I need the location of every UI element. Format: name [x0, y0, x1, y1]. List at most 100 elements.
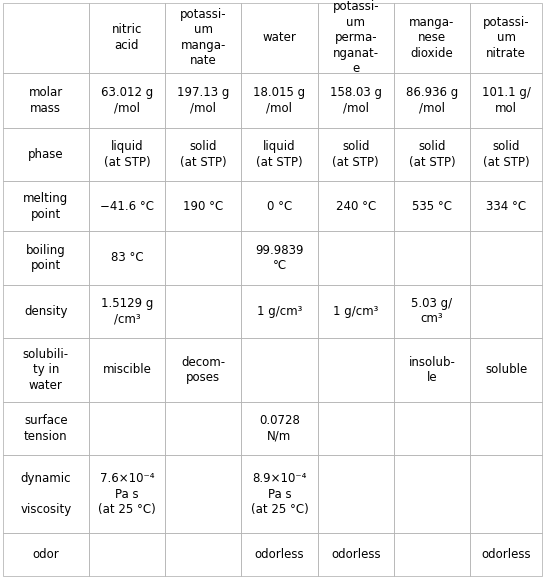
Bar — [89, 181, 165, 231]
Bar — [394, 533, 470, 576]
Bar — [89, 402, 165, 455]
Bar — [165, 533, 241, 576]
Text: potassi-
um
manga-
nate: potassi- um manga- nate — [180, 8, 227, 68]
Bar — [394, 3, 470, 72]
Text: surface
tension: surface tension — [24, 415, 68, 443]
Bar — [165, 402, 241, 455]
Text: liquid
(at STP): liquid (at STP) — [256, 141, 303, 169]
Text: boiling
point: boiling point — [26, 244, 65, 272]
Text: 240 °C: 240 °C — [336, 200, 376, 213]
Bar — [89, 455, 165, 533]
Bar — [394, 231, 470, 284]
Text: 1 g/cm³: 1 g/cm³ — [257, 305, 302, 318]
Text: 1.5129 g
/cm³: 1.5129 g /cm³ — [101, 297, 153, 325]
Bar — [89, 338, 165, 402]
Bar — [394, 402, 470, 455]
Bar — [394, 181, 470, 231]
Text: 5.03 g/
cm³: 5.03 g/ cm³ — [411, 297, 452, 325]
Text: odorless: odorless — [255, 548, 304, 561]
Bar — [3, 231, 89, 284]
Bar — [241, 402, 318, 455]
Text: 0.0728
N/m: 0.0728 N/m — [259, 415, 300, 443]
Text: 101.1 g/
mol: 101.1 g/ mol — [482, 86, 531, 115]
Text: −41.6 °C: −41.6 °C — [100, 200, 154, 213]
Text: nitric
acid: nitric acid — [112, 24, 142, 52]
Bar — [89, 128, 165, 181]
Bar — [394, 338, 470, 402]
Bar — [318, 3, 394, 72]
Bar — [3, 284, 89, 338]
Text: odor: odor — [32, 548, 59, 561]
Text: odorless: odorless — [481, 548, 531, 561]
Bar — [318, 181, 394, 231]
Bar — [89, 72, 165, 128]
Bar — [318, 72, 394, 128]
Bar — [165, 455, 241, 533]
Text: 86.936 g
/mol: 86.936 g /mol — [406, 86, 458, 115]
Text: solid
(at STP): solid (at STP) — [409, 141, 455, 169]
Bar — [470, 231, 542, 284]
Text: solubili-
ty in
water: solubili- ty in water — [23, 348, 69, 392]
Text: soluble: soluble — [485, 364, 528, 376]
Text: potassi-
um
perma-
nganat-
e: potassi- um perma- nganat- e — [332, 0, 379, 75]
Bar — [3, 402, 89, 455]
Bar — [3, 3, 89, 72]
Bar — [318, 338, 394, 402]
Bar — [470, 3, 542, 72]
Bar — [241, 455, 318, 533]
Bar — [241, 128, 318, 181]
Bar — [3, 455, 89, 533]
Bar — [241, 338, 318, 402]
Bar — [165, 181, 241, 231]
Text: decom-
poses: decom- poses — [181, 356, 225, 384]
Text: insolub-
le: insolub- le — [409, 356, 456, 384]
Text: water: water — [263, 31, 296, 44]
Bar — [165, 284, 241, 338]
Text: miscible: miscible — [102, 364, 152, 376]
Text: 334 °C: 334 °C — [486, 200, 526, 213]
Bar — [3, 72, 89, 128]
Bar — [470, 72, 542, 128]
Bar — [165, 3, 241, 72]
Bar — [165, 338, 241, 402]
Text: 18.015 g
/mol: 18.015 g /mol — [253, 86, 306, 115]
Text: solid
(at STP): solid (at STP) — [332, 141, 379, 169]
Bar — [165, 231, 241, 284]
Text: phase: phase — [28, 148, 64, 161]
Bar — [241, 231, 318, 284]
Bar — [3, 338, 89, 402]
Bar — [470, 181, 542, 231]
Bar — [394, 455, 470, 533]
Bar — [165, 72, 241, 128]
Bar — [3, 533, 89, 576]
Text: density: density — [24, 305, 68, 318]
Bar — [89, 533, 165, 576]
Text: odorless: odorless — [331, 548, 380, 561]
Text: dynamic

viscosity: dynamic viscosity — [20, 472, 71, 516]
Text: 190 °C: 190 °C — [183, 200, 223, 213]
Bar — [318, 402, 394, 455]
Text: solid
(at STP): solid (at STP) — [180, 141, 227, 169]
Bar — [470, 402, 542, 455]
Bar — [394, 128, 470, 181]
Text: potassi-
um
nitrate: potassi- um nitrate — [483, 16, 530, 60]
Text: 0 °C: 0 °C — [267, 200, 292, 213]
Bar — [318, 455, 394, 533]
Bar — [470, 533, 542, 576]
Text: 1 g/cm³: 1 g/cm³ — [333, 305, 378, 318]
Bar — [470, 455, 542, 533]
Text: 197.13 g
/mol: 197.13 g /mol — [177, 86, 229, 115]
Text: liquid
(at STP): liquid (at STP) — [104, 141, 150, 169]
Bar — [318, 231, 394, 284]
Bar — [470, 284, 542, 338]
Text: solid
(at STP): solid (at STP) — [483, 141, 530, 169]
Bar — [470, 128, 542, 181]
Bar — [3, 181, 89, 231]
Bar — [394, 284, 470, 338]
Text: 535 °C: 535 °C — [412, 200, 452, 213]
Text: 83 °C: 83 °C — [111, 251, 143, 265]
Text: 158.03 g
/mol: 158.03 g /mol — [330, 86, 381, 115]
Bar — [89, 3, 165, 72]
Bar — [89, 231, 165, 284]
Bar — [3, 128, 89, 181]
